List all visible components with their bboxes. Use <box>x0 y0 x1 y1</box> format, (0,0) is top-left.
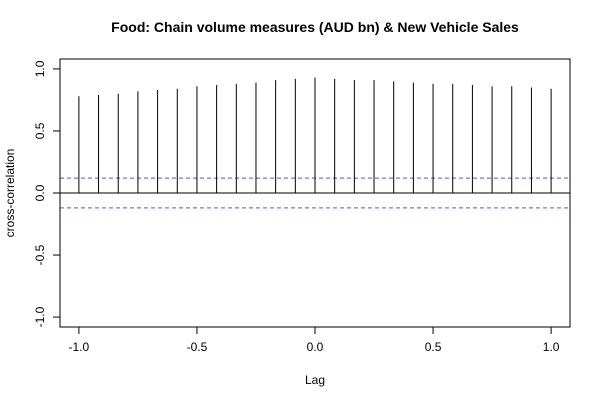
x-tick-label: 0.5 <box>425 340 442 354</box>
y-tick-label: 0.0 <box>33 184 47 201</box>
y-axis-label: cross-correlation <box>3 149 17 238</box>
y-axis: -1.0 -0.5 0.0 0.5 1.0 <box>33 60 61 327</box>
x-axis-label: Lag <box>305 373 325 387</box>
x-axis: -1.0 -0.5 0.0 0.5 1.0 <box>69 326 560 354</box>
correlation-spikes <box>78 77 552 193</box>
x-tick-label: -1.0 <box>69 340 90 354</box>
x-tick-label: 1.0 <box>543 340 560 354</box>
chart-title: Food: Chain volume measures (AUD bn) & N… <box>111 19 519 35</box>
y-tick-label: 1.0 <box>33 60 47 77</box>
x-tick-label: -0.5 <box>187 340 208 354</box>
y-tick-label: -0.5 <box>33 244 47 265</box>
x-tick-label: 0.0 <box>307 340 324 354</box>
y-tick-label: -1.0 <box>33 306 47 327</box>
y-tick-label: 0.5 <box>33 122 47 139</box>
